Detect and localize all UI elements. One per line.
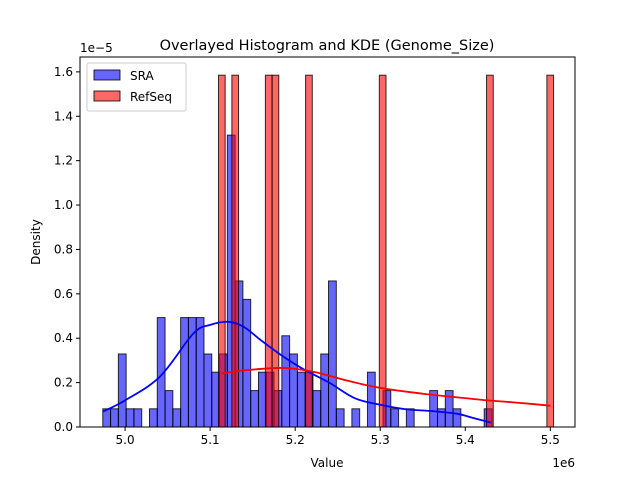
y-tick-label: 0.4 (54, 331, 73, 345)
kde-line-refseq (221, 367, 551, 407)
legend-swatch-refseq (93, 90, 121, 102)
histogram-bar-sra (320, 353, 330, 428)
legend-label-refseq: RefSeq (130, 90, 172, 104)
histogram-bar-sra (312, 390, 322, 428)
histogram-bar-refseq (378, 74, 387, 428)
chart-title: Overlayed Histogram and KDE (Genome_Size… (160, 38, 495, 54)
histogram-bar-sra (351, 408, 361, 428)
legend: SRA RefSeq (86, 62, 187, 112)
x-axis-label: Value (311, 456, 344, 470)
histogram-bar-sra (203, 353, 213, 428)
legend-swatch-sra (93, 69, 121, 81)
y-axis-label: Density (29, 219, 43, 265)
histogram-bar-sra (125, 408, 135, 428)
axes-frame (79, 56, 576, 428)
y-tick-label: 1.4 (54, 109, 73, 123)
x-offset-label: 1e6 (552, 456, 575, 470)
y-tick-label: 0.6 (54, 287, 73, 301)
kde-line-sra (102, 320, 492, 424)
histogram-bar-refseq (271, 74, 280, 428)
y-tick-label: 0.8 (54, 242, 73, 256)
y-tick-label: 0.2 (54, 376, 73, 390)
y-tick-label: 1.2 (54, 154, 73, 168)
x-tick-label: 5.1 (201, 433, 220, 447)
legend-label-sra: SRA (130, 69, 154, 83)
histogram-bar-sra (250, 390, 259, 428)
histogram-bar-sra (335, 408, 345, 428)
y-tick-label: 1.0 (54, 198, 73, 212)
histogram-bar-refseq (486, 74, 494, 428)
histogram-bar-sra (180, 317, 189, 428)
histogram-bar-sra (452, 408, 462, 428)
histogram-bar-sra (328, 280, 337, 428)
histogram-bar-sra (164, 390, 174, 428)
histogram-bar-sra (117, 353, 127, 428)
histogram-bar-sra (148, 408, 158, 428)
histogram-bar-sra (390, 408, 400, 428)
histogram-bar-sra (296, 371, 306, 428)
x-tick-label: 5.2 (286, 433, 305, 447)
plot-area: 5.0 5.1 5.2 5.3 5.4 5.5 0.0 0.2 0.4 0.6 0.8 1.0 1.2 1… (54, 56, 576, 447)
histogram-bar-refseq (546, 74, 555, 428)
histogram-bar-sra (195, 317, 205, 428)
x-tick-label: 5.0 (116, 433, 135, 447)
y-tick-label: 1.6 (54, 65, 73, 79)
x-tick-label: 5.3 (371, 433, 390, 447)
x-tick-label: 5.5 (541, 433, 560, 447)
histogram-bar-sra (366, 371, 376, 428)
histogram-bar-sra (242, 298, 252, 428)
histogram-bar-sra (110, 408, 119, 428)
histogram-bar-sra (405, 408, 415, 428)
x-tick-label: 5.4 (456, 433, 475, 447)
y-tick-label: 0.0 (54, 420, 73, 434)
histogram-bar-sra (172, 408, 182, 428)
histogram-bar-sra (281, 335, 291, 428)
histogram-bar-sra (133, 408, 143, 428)
histogram-bar-refseq (264, 74, 273, 428)
y-offset-label: 1e−5 (80, 41, 113, 55)
histogram-bar-refseq (231, 74, 240, 428)
